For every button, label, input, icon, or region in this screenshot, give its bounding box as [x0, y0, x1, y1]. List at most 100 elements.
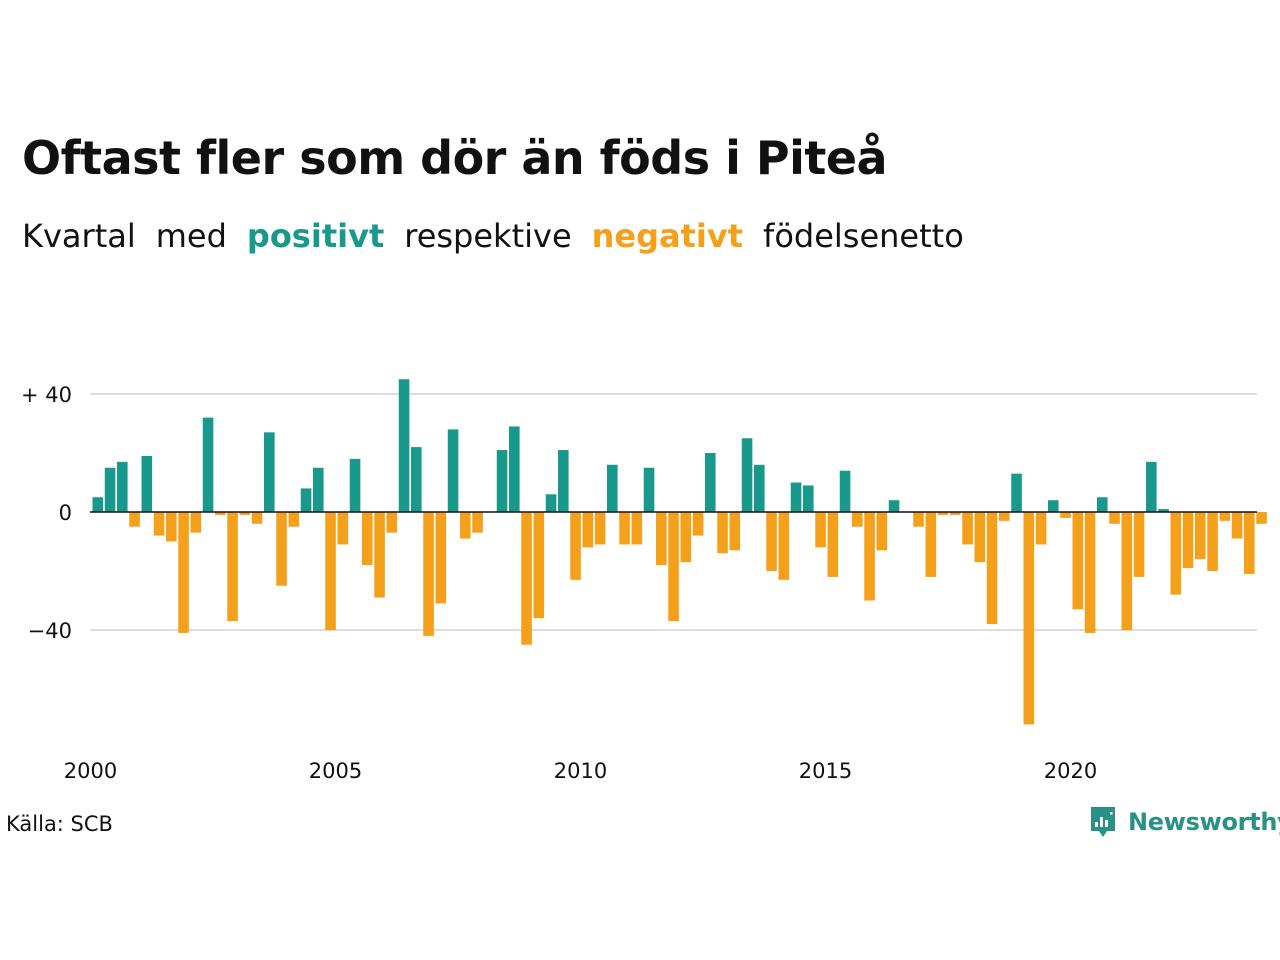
bar-q22 [349, 458, 361, 512]
bar-q89 [1170, 512, 1182, 595]
y-tick-label: + 40 [21, 383, 72, 407]
bar-q43 [607, 464, 618, 512]
bar-q6 [153, 512, 165, 536]
bar-q54 [741, 438, 753, 512]
bar-q91 [1195, 512, 1206, 560]
bar-q92 [1207, 512, 1218, 571]
bar-q65 [876, 512, 888, 551]
bar-layer [92, 379, 1267, 725]
bar-q86 [1133, 512, 1145, 577]
bar-q39 [558, 450, 569, 512]
bar-q11 [215, 512, 226, 515]
bar-q18 [300, 488, 312, 512]
bar-q4 [129, 512, 140, 527]
subtitle-word-respektive: respektive [404, 217, 572, 255]
bar-q71 [950, 512, 961, 515]
bar-q85 [1121, 512, 1133, 630]
bar-q63 [852, 512, 863, 527]
bar-q74 [986, 512, 998, 625]
bar-q48 [668, 512, 679, 622]
source-label: Källa: SCB [6, 812, 113, 836]
bar-q17 [288, 512, 300, 527]
bar-q51 [705, 453, 716, 512]
bar-q94 [1231, 512, 1243, 539]
newsworthy-logo-text: Newsworthy [1128, 808, 1280, 836]
subtitle-positive-legend: positivt [246, 217, 385, 255]
newsworthy-logo: Newsworthy [1088, 804, 1280, 840]
bar-q80 [1060, 512, 1071, 518]
newsworthy-logo-icon [1091, 807, 1115, 837]
bar-q25 [386, 512, 398, 533]
bar-q28 [423, 512, 434, 636]
grid-layer [90, 393, 1257, 631]
bar-q29 [435, 512, 447, 604]
bar-q27 [411, 447, 422, 512]
bar-q41 [582, 512, 594, 548]
x-tick-label: 2000 [64, 759, 117, 783]
subtitle-word-kvartal: Kvartal [22, 217, 136, 255]
bar-q31 [460, 512, 471, 539]
bar-q10 [202, 417, 214, 512]
bar-q75 [999, 512, 1010, 521]
x-tick-label: 2015 [799, 759, 852, 783]
bar-q78 [1035, 512, 1047, 545]
x-tick-label: 2010 [554, 759, 607, 783]
bar-q9 [190, 512, 202, 533]
bar-q1 [92, 497, 104, 512]
bar-q23 [362, 512, 373, 566]
bar-q53 [729, 512, 741, 551]
x-tick-label: 2005 [309, 759, 362, 783]
bar-q72 [962, 512, 973, 545]
bar-q14 [251, 512, 263, 524]
bar-q3 [117, 461, 128, 512]
bar-q77 [1023, 512, 1035, 725]
bar-q24 [374, 512, 385, 598]
bar-q56 [766, 512, 777, 571]
bar-q76 [1011, 473, 1022, 512]
bar-q55 [754, 464, 765, 512]
chart-title: Oftast fler som dör än föds i Piteå [22, 131, 888, 185]
bar-q83 [1097, 497, 1108, 512]
bar-q57 [778, 512, 790, 580]
bar-q52 [717, 512, 728, 554]
bar-q5 [141, 455, 153, 512]
bar-q16 [276, 512, 287, 586]
bar-q82 [1084, 512, 1096, 633]
bar-q88 [1158, 509, 1169, 512]
bar-q50 [692, 512, 704, 536]
bar-q15 [264, 432, 275, 512]
bar-q79 [1048, 500, 1059, 512]
subtitle-negative-legend: negativt [591, 217, 744, 255]
bar-q81 [1072, 512, 1084, 610]
bar-chart: + 40 0 −40 2000 2005 2010 2015 2020 [21, 379, 1267, 783]
bar-q34 [496, 450, 508, 512]
bar-q13 [239, 512, 251, 515]
bar-q69 [925, 512, 937, 577]
bar-q90 [1182, 512, 1194, 569]
bar-q84 [1109, 512, 1120, 524]
bar-q93 [1219, 512, 1231, 521]
bar-q42 [594, 512, 606, 545]
bar-q12 [227, 512, 238, 622]
bar-q68 [913, 512, 924, 527]
bar-q7 [166, 512, 177, 542]
bar-q47 [656, 512, 667, 566]
bar-q95 [1244, 512, 1255, 574]
bar-q64 [864, 512, 875, 601]
y-tick-label: 0 [59, 501, 72, 525]
bar-q8 [178, 512, 189, 633]
x-tick-label: 2020 [1044, 759, 1097, 783]
bar-q2 [104, 467, 116, 512]
bar-q26 [398, 379, 410, 512]
bar-q73 [974, 512, 986, 563]
bar-q46 [643, 467, 655, 512]
bar-q37 [533, 512, 545, 619]
label-layer: + 40 0 −40 2000 2005 2010 2015 2020 [21, 383, 1097, 783]
bar-q49 [680, 512, 692, 563]
bar-q58 [790, 482, 802, 512]
bar-q40 [570, 512, 581, 580]
bar-q36 [521, 512, 532, 645]
bar-q21 [337, 512, 349, 545]
bar-q45 [631, 512, 643, 545]
bar-q61 [827, 512, 839, 577]
